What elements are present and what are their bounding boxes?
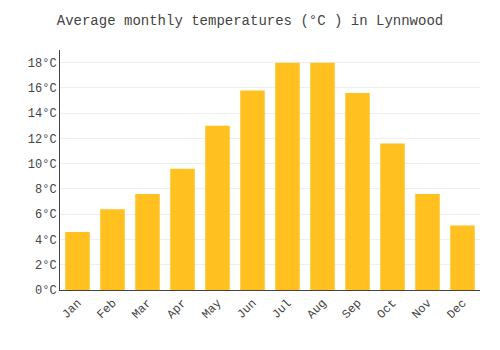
svg-text:Mar: Mar [129, 297, 154, 322]
svg-text:6°C: 6°C [35, 208, 57, 222]
svg-text:Feb: Feb [94, 297, 119, 322]
svg-text:Sep: Sep [339, 297, 364, 322]
svg-text:16°C: 16°C [28, 82, 57, 96]
svg-text:4°C: 4°C [35, 234, 57, 248]
svg-text:0°C: 0°C [35, 284, 57, 298]
svg-text:May: May [199, 297, 224, 322]
svg-text:10°C: 10°C [28, 158, 57, 172]
svg-text:Jul: Jul [269, 297, 294, 322]
svg-text:Average monthly temperatures (: Average monthly temperatures (°C ) in Ly… [57, 13, 443, 29]
svg-text:8°C: 8°C [35, 183, 57, 197]
svg-text:Aug: Aug [304, 297, 329, 322]
svg-text:Oct: Oct [374, 297, 399, 322]
svg-text:12°C: 12°C [28, 133, 57, 147]
svg-text:2°C: 2°C [35, 259, 57, 273]
svg-text:Jan: Jan [59, 297, 84, 322]
svg-text:Nov: Nov [409, 297, 434, 322]
svg-text:14°C: 14°C [28, 107, 57, 121]
svg-text:Dec: Dec [444, 297, 469, 322]
svg-text:Jun: Jun [234, 297, 259, 322]
svg-text:18°C: 18°C [28, 57, 57, 71]
svg-text:Apr: Apr [164, 297, 189, 322]
